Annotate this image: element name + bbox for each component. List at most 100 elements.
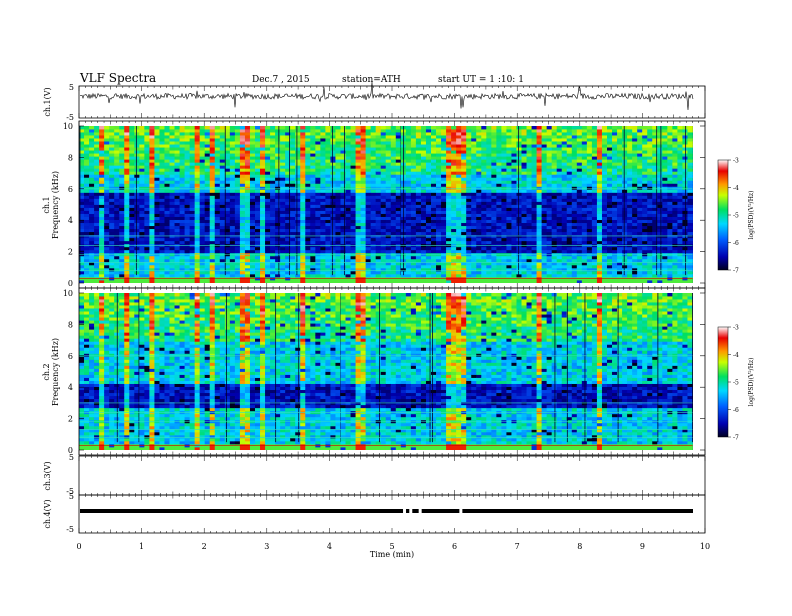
spectrogram-cell xyxy=(194,213,201,217)
spectrogram-cell xyxy=(270,276,276,281)
spectrogram-cell xyxy=(290,177,296,181)
spectrogram-cell xyxy=(365,189,372,193)
spectrogram-cell xyxy=(204,141,211,145)
spectrogram-cell xyxy=(104,135,110,139)
spectrogram-cell xyxy=(114,186,120,190)
spectrogram-cell xyxy=(380,216,387,220)
spectrogram-cell xyxy=(114,246,120,251)
spectrogram-cell xyxy=(536,234,543,239)
spectrogram-cell xyxy=(144,237,150,242)
spectrogram-cell xyxy=(536,240,543,245)
spectrogram-cell xyxy=(320,138,326,142)
spectrogram-cell xyxy=(546,180,553,184)
spectrogram-cell xyxy=(365,213,372,217)
spectrogram-cell xyxy=(149,249,155,254)
spectrogram-cell xyxy=(199,207,206,211)
spectrogram-cell xyxy=(189,225,196,230)
spectrogram-cell xyxy=(451,249,457,254)
spectrogram-cell xyxy=(441,234,447,239)
spectrogram-cell xyxy=(285,138,291,142)
spectrogram-cell xyxy=(446,201,452,205)
spectrogram-cell xyxy=(395,207,402,211)
spectrogram-cell xyxy=(315,195,321,199)
spectrogram-cell xyxy=(385,246,392,251)
spectrogram-cell xyxy=(456,165,462,169)
spectrogram-cell xyxy=(325,138,331,142)
spectrogram-cell xyxy=(476,129,482,133)
spectrogram-cell xyxy=(330,279,336,283)
spectrogram-cell xyxy=(350,153,356,157)
spectrogram-cell xyxy=(471,201,477,205)
spectrogram-cell xyxy=(486,228,492,233)
spectrogram-cell xyxy=(104,177,110,181)
spectrogram-cell xyxy=(541,279,548,283)
spectrogram-cell xyxy=(461,231,467,236)
spectrogram-cell xyxy=(320,222,326,227)
spectrogram-cell xyxy=(89,210,95,214)
spectrogram-cell xyxy=(395,165,402,169)
spectrogram-cell xyxy=(169,141,175,145)
spectrogram-cell xyxy=(144,240,150,245)
spectrogram-cell xyxy=(360,279,367,283)
spectrogram-cell xyxy=(119,276,125,281)
spectrogram-cell xyxy=(436,231,442,236)
spectrogram-cell xyxy=(89,141,95,145)
spectrogram-cell xyxy=(516,165,522,169)
spectrogram-cell xyxy=(425,174,432,178)
spectrogram-cell xyxy=(476,258,482,263)
spectrogram-cell xyxy=(149,231,155,236)
spectrogram-cell xyxy=(451,132,457,136)
spectrogram-cell xyxy=(275,168,281,172)
spectrogram-cell xyxy=(461,183,467,187)
spectrogram-cell xyxy=(496,222,502,227)
spectrogram-cell xyxy=(169,150,175,154)
spectrogram-cell xyxy=(420,216,427,220)
spectrogram-cell xyxy=(451,162,457,166)
spectrogram-cell xyxy=(425,165,432,169)
spectrogram-cell xyxy=(380,258,387,263)
spectrogram-cell xyxy=(320,189,326,193)
spectrogram-cell xyxy=(285,174,291,178)
spectrogram-cell xyxy=(350,204,356,208)
spectrogram-cell xyxy=(476,162,482,166)
spectrogram-cell xyxy=(89,177,95,181)
spectrogram-cell xyxy=(214,210,221,214)
spectrogram-cell xyxy=(104,195,110,199)
spectrogram-cell xyxy=(526,204,532,208)
spectrogram-cell xyxy=(516,153,522,157)
spectrogram-cell xyxy=(290,264,296,269)
spectrogram-cell xyxy=(219,264,226,269)
spectrogram-cell xyxy=(446,126,452,130)
spectrogram-cell xyxy=(94,153,100,157)
spectrogram-cell xyxy=(360,207,367,211)
spectrogram-cell xyxy=(290,231,296,236)
spectrogram-cell xyxy=(194,189,201,193)
spectrogram-cell xyxy=(405,174,412,178)
spectrogram-cell xyxy=(214,183,221,187)
spectrogram-cell xyxy=(511,171,517,175)
spectrogram-cell xyxy=(365,177,372,181)
spectrogram-cell xyxy=(481,165,487,169)
spectrogram-cell xyxy=(265,126,271,130)
spectrogram-cell xyxy=(204,195,211,199)
spectrogram-cell xyxy=(249,150,256,154)
spectrogram-cell xyxy=(370,276,377,281)
spectrogram-cell xyxy=(425,246,432,251)
spectrogram-cell xyxy=(174,156,180,160)
spectrogram-cell xyxy=(119,147,125,151)
spectrogram-cell xyxy=(345,234,351,239)
spectrogram-cell xyxy=(159,168,165,172)
spectrogram-cell xyxy=(280,192,286,196)
spectrogram-cell xyxy=(255,192,261,196)
spectrogram-cell xyxy=(501,249,507,254)
spectrogram-cell xyxy=(375,213,382,217)
spectrogram-cell xyxy=(144,144,150,148)
spectrogram-cell xyxy=(199,180,206,184)
spectrogram-cell xyxy=(164,147,170,151)
spectrogram-cell xyxy=(501,156,507,160)
spectrogram-cell xyxy=(174,183,180,187)
spectrogram-cell xyxy=(420,144,427,148)
spectrogram-cell xyxy=(275,255,281,260)
spectrogram-cell xyxy=(481,240,487,245)
spectrogram-cell xyxy=(410,246,417,251)
